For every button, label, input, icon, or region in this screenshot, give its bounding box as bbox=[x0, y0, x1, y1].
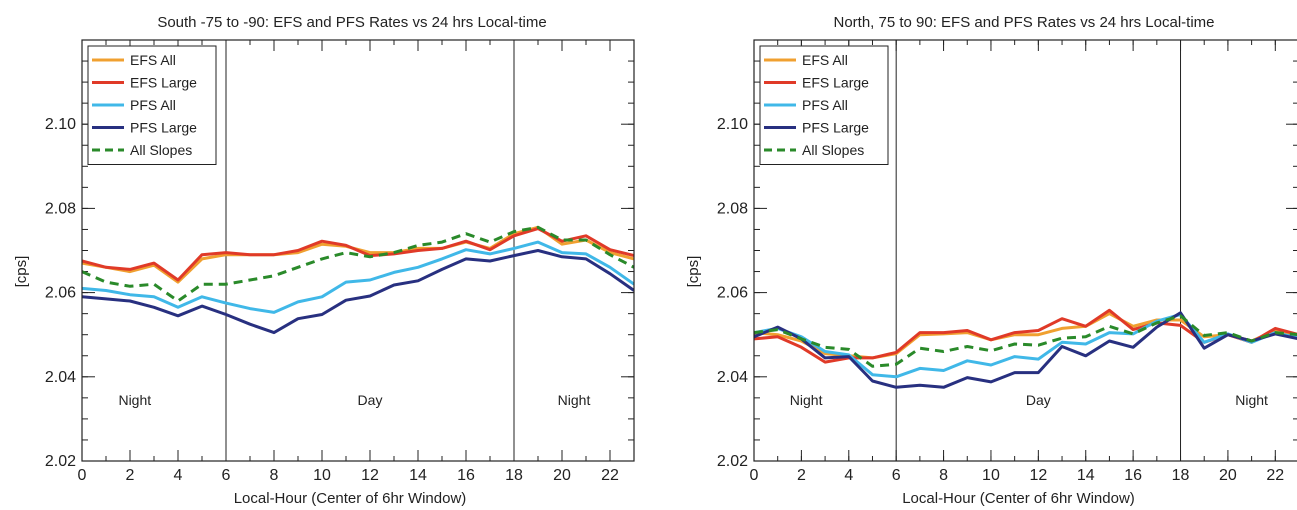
legend-label: All Slopes bbox=[802, 142, 864, 158]
series-line-pfs-all bbox=[82, 240, 634, 314]
x-tick-label: 6 bbox=[892, 467, 901, 484]
x-tick-label: 20 bbox=[1219, 467, 1237, 484]
x-axis-label: Local-Hour (Center of 6hr Window) bbox=[902, 490, 1135, 507]
x-tick-label: 4 bbox=[174, 467, 183, 484]
x-tick-label: 0 bbox=[750, 467, 759, 484]
plot-frame bbox=[753, 39, 1297, 462]
region-label: Night bbox=[118, 392, 151, 408]
x-tick-label: 22 bbox=[601, 467, 619, 484]
chart-1: North, 75 to 90: EFS and PFS Rates vs 24… bbox=[685, 14, 1297, 507]
x-tick-label: 14 bbox=[1077, 467, 1095, 484]
x-tick-label: 20 bbox=[553, 467, 571, 484]
x-tick-label: 16 bbox=[457, 467, 475, 484]
region-label: Night bbox=[790, 392, 823, 408]
y-axis-label: [cps] bbox=[13, 256, 30, 288]
chart-title: North, 75 to 90: EFS and PFS Rates vs 24… bbox=[833, 14, 1214, 31]
series-line-all-slopes bbox=[754, 314, 1297, 368]
x-tick-label: 10 bbox=[313, 467, 331, 484]
legend-label: EFS All bbox=[130, 52, 176, 68]
legend-label: All Slopes bbox=[130, 142, 192, 158]
x-tick-label: 2 bbox=[126, 467, 135, 484]
x-tick-label: 18 bbox=[1172, 467, 1190, 484]
x-tick-label: 10 bbox=[982, 467, 1000, 484]
series-line-pfs-large bbox=[82, 249, 634, 335]
x-tick-label: 0 bbox=[78, 467, 87, 484]
region-label: Night bbox=[558, 392, 591, 408]
y-tick-label: 2.08 bbox=[45, 200, 76, 217]
legend-label: PFS Large bbox=[130, 120, 197, 136]
x-tick-label: 22 bbox=[1266, 467, 1284, 484]
x-tick-label: 16 bbox=[1124, 467, 1142, 484]
x-axis-label: Local-Hour (Center of 6hr Window) bbox=[234, 490, 467, 507]
legend-label: PFS All bbox=[802, 97, 848, 113]
series-line-pfs-all bbox=[754, 313, 1297, 379]
y-tick-label: 2.06 bbox=[717, 285, 748, 302]
plot-frame bbox=[81, 39, 635, 462]
legend-label: PFS Large bbox=[802, 120, 869, 136]
y-tick-label: 2.06 bbox=[45, 285, 76, 302]
x-tick-label: 14 bbox=[409, 467, 427, 484]
series-group bbox=[82, 225, 634, 335]
legend-label: PFS All bbox=[130, 97, 176, 113]
region-label: Day bbox=[358, 392, 383, 408]
x-tick-label: 8 bbox=[939, 467, 948, 484]
y-tick-label: 2.02 bbox=[717, 453, 748, 470]
y-tick-label: 2.08 bbox=[717, 200, 748, 217]
legend-label: EFS Large bbox=[130, 75, 197, 91]
x-tick-label: 12 bbox=[361, 467, 379, 484]
x-tick-label: 12 bbox=[1029, 467, 1047, 484]
legend: EFS All EFS Large PFS All PFS Large All Slop… bbox=[87, 45, 217, 165]
chart-0: South -75 to -90: EFS and PFS Rates vs 2… bbox=[13, 14, 635, 507]
region-label: Night bbox=[1235, 392, 1268, 408]
x-tick-label: 8 bbox=[270, 467, 279, 484]
series-line-all-slopes bbox=[82, 225, 634, 303]
y-tick-label: 2.04 bbox=[45, 369, 76, 386]
y-tick-label: 2.10 bbox=[717, 116, 748, 133]
y-tick-label: 2.10 bbox=[45, 116, 76, 133]
x-tick-label: 2 bbox=[797, 467, 806, 484]
x-tick-label: 4 bbox=[844, 467, 853, 484]
series-line-pfs-large bbox=[754, 311, 1297, 389]
legend-label: EFS All bbox=[802, 52, 848, 68]
series-group bbox=[754, 308, 1297, 389]
legend: EFS All EFS Large PFS All PFS Large All Slop… bbox=[759, 45, 889, 165]
region-label: Day bbox=[1026, 392, 1051, 408]
x-tick-label: 18 bbox=[505, 467, 523, 484]
series-line-efs-all bbox=[754, 312, 1297, 360]
x-tick-label: 6 bbox=[222, 467, 231, 484]
y-tick-label: 2.04 bbox=[717, 369, 748, 386]
chart-title: South -75 to -90: EFS and PFS Rates vs 2… bbox=[157, 14, 546, 31]
y-tick-label: 2.02 bbox=[45, 453, 76, 470]
y-axis-label: [cps] bbox=[685, 256, 702, 288]
legend-label: EFS Large bbox=[802, 75, 869, 91]
